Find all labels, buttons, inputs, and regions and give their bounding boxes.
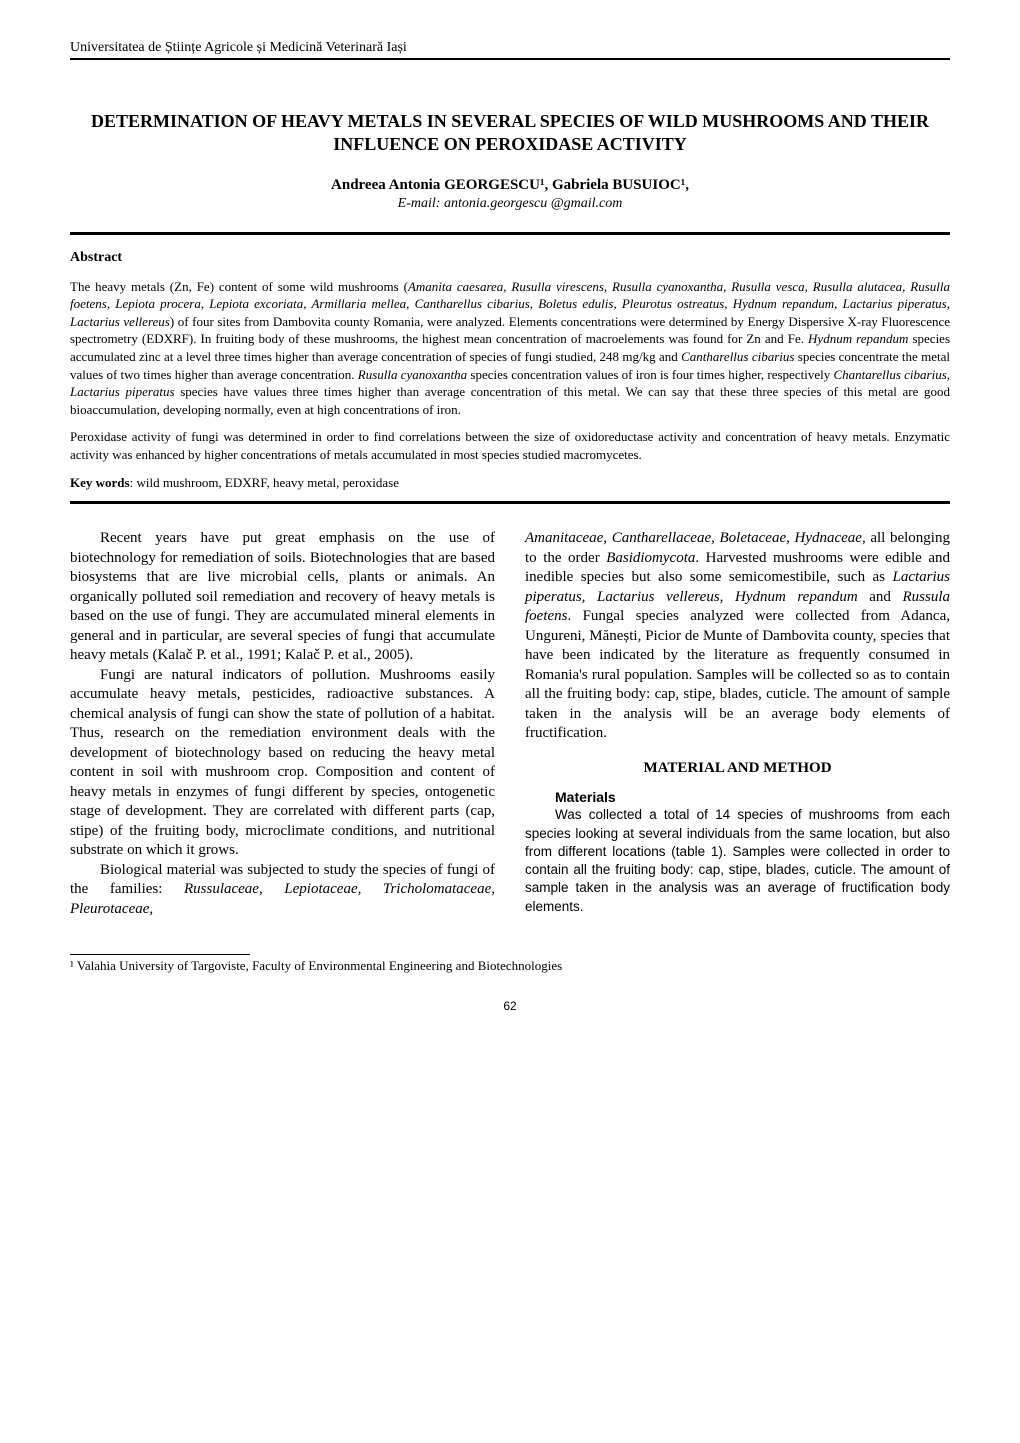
abstract-text: species concentration values of iron is … xyxy=(467,367,833,382)
body-para: Amanitaceae, Cantharellaceae, Boletaceae… xyxy=(525,529,950,744)
body-para: Biological material was subjected to stu… xyxy=(70,861,495,920)
footnote: ¹ Valahia University of Targoviste, Facu… xyxy=(70,958,950,974)
body-para: Fungi are natural indicators of pollutio… xyxy=(70,666,495,861)
species-name: Hydnum repandum xyxy=(808,331,908,346)
body-columns: Recent years have put great emphasis on … xyxy=(70,529,950,919)
page-number: 62 xyxy=(70,999,950,1013)
authors: Andreea Antonia GEORGESCU¹, Gabriela BUS… xyxy=(70,177,950,194)
body-text: and xyxy=(858,589,903,605)
body-para: Recent years have put great emphasis on … xyxy=(70,529,495,666)
species-name: Rusulla cyanoxantha xyxy=(358,367,467,382)
abstract-para-2: Peroxidase activity of fungi was determi… xyxy=(70,428,950,463)
abstract-text: The heavy metals (Zn, Fe) content of som… xyxy=(70,279,408,294)
materials-text: Was collected a total of 14 species of m… xyxy=(525,806,950,915)
body-text: . Fungal species analyzed were collected… xyxy=(525,608,950,741)
title: DETERMINATION OF HEAVY METALS IN SEVERAL… xyxy=(70,110,950,157)
header-rule xyxy=(70,58,950,60)
column-left: Recent years have put great emphasis on … xyxy=(70,529,495,919)
abstract-heading: Abstract xyxy=(70,250,950,266)
keywords-text: : wild mushroom, EDXRF, heavy metal, per… xyxy=(130,475,399,490)
footnote-rule xyxy=(70,954,250,955)
rule-top xyxy=(70,232,950,235)
section-heading: MATERIAL AND METHOD xyxy=(525,759,950,779)
subheading-materials: Materials xyxy=(525,788,950,806)
keywords: Key words: wild mushroom, EDXRF, heavy m… xyxy=(70,475,950,491)
family-names: Amanitaceae, Cantharellaceae, Boletaceae… xyxy=(525,530,866,546)
species-name: Cantharellus cibarius xyxy=(681,349,794,364)
order-name: Basidiomycota xyxy=(606,550,695,566)
keywords-label: Key words xyxy=(70,475,130,490)
abstract-para-1: The heavy metals (Zn, Fe) content of som… xyxy=(70,278,950,418)
abstract-text: species have values three times higher t… xyxy=(70,384,950,417)
rule-bottom xyxy=(70,501,950,504)
email: E-mail: antonia.georgescu @gmail.com xyxy=(70,196,950,212)
column-right: Amanitaceae, Cantharellaceae, Boletaceae… xyxy=(525,529,950,919)
header-institution: Universitatea de Științe Agricole și Med… xyxy=(70,40,950,56)
